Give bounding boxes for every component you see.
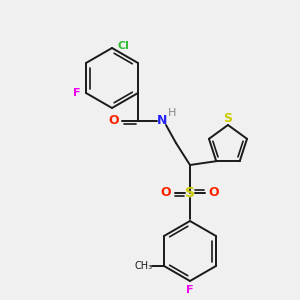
Text: O: O [161, 187, 171, 200]
Text: CH₃: CH₃ [135, 261, 153, 271]
Text: F: F [186, 285, 194, 295]
Text: O: O [109, 113, 119, 127]
Text: Cl: Cl [117, 41, 129, 51]
Text: H: H [168, 108, 176, 118]
Text: S: S [185, 186, 195, 200]
Text: N: N [157, 113, 167, 127]
Text: O: O [209, 187, 219, 200]
Text: F: F [73, 88, 81, 98]
Text: S: S [224, 112, 232, 124]
